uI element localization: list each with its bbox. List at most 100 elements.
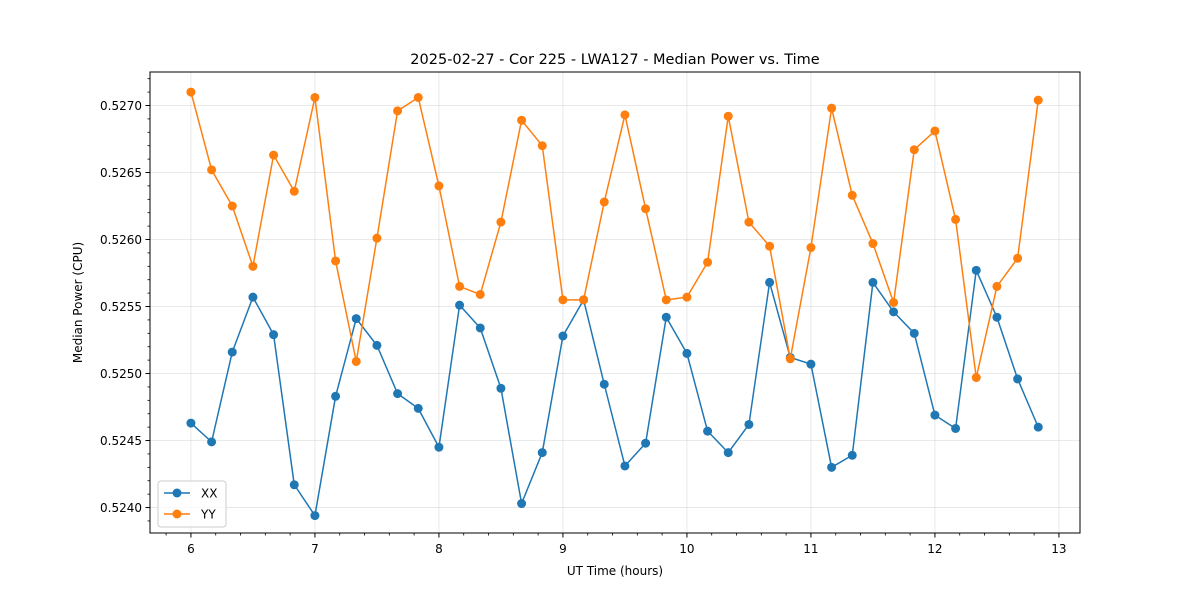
y-tick-label: 0.5240 [100, 501, 142, 515]
data-point-xx [310, 511, 320, 521]
data-point-xx [1013, 374, 1023, 384]
legend-marker-xx [172, 488, 182, 498]
x-tick-label: 10 [679, 542, 694, 556]
data-point-yy [579, 295, 589, 305]
data-point-xx [393, 389, 403, 399]
chart-title: 2025-02-27 - Cor 225 - LWA127 - Median P… [410, 52, 819, 68]
data-point-xx [558, 331, 568, 341]
data-point-xx [227, 347, 237, 357]
data-point-xx [413, 403, 423, 413]
legend-label-yy: YY [200, 508, 216, 522]
data-point-xx [331, 391, 341, 401]
data-point-xx [847, 450, 857, 460]
y-tick-label: 0.5270 [100, 99, 142, 113]
data-point-yy [951, 214, 961, 224]
data-point-yy [599, 197, 609, 207]
data-point-yy [496, 217, 506, 227]
data-point-xx [765, 277, 775, 287]
data-point-yy [765, 241, 775, 251]
data-point-xx [889, 307, 899, 317]
y-tick-label: 0.5250 [100, 367, 142, 381]
data-point-yy [248, 261, 258, 271]
data-point-xx [682, 348, 692, 358]
x-tick-label: 13 [1051, 542, 1066, 556]
data-point-xx [827, 462, 837, 472]
y-tick-label: 0.5245 [100, 434, 142, 448]
data-point-yy [785, 354, 795, 364]
plot-frame [149, 71, 1081, 534]
data-point-xx [620, 461, 630, 471]
x-tick-label: 12 [927, 542, 942, 556]
data-point-xx [1033, 422, 1043, 432]
y-tick-label: 0.5255 [100, 300, 142, 314]
data-point-yy [207, 165, 217, 175]
x-tick-label: 9 [559, 542, 567, 556]
data-point-yy [310, 92, 320, 102]
axes: 6 7 8 9 10 11 12 13 0.5240 0.5245 0.5250 0.5255 0.52… [100, 78, 1067, 556]
data-point-yy [393, 106, 403, 116]
data-point-yy [620, 110, 630, 120]
data-point-xx [909, 328, 919, 338]
data-point-yy [455, 281, 465, 291]
data-point-yy [641, 204, 651, 214]
data-point-xx [641, 438, 651, 448]
data-point-yy [868, 239, 878, 249]
data-point-yy [889, 298, 899, 307]
series-layer [186, 87, 1043, 521]
data-point-xx [289, 480, 299, 490]
legend-label-xx: XX [201, 487, 217, 501]
series-line-yy [190, 91, 1039, 379]
x-tick-label: 8 [435, 542, 443, 556]
data-point-yy [186, 87, 196, 97]
data-point-yy [537, 141, 547, 151]
data-point-xx [992, 312, 1002, 322]
data-point-xx [930, 410, 940, 420]
data-point-yy [1013, 253, 1023, 263]
data-point-xx [372, 340, 382, 350]
x-tick-label: 11 [803, 542, 818, 556]
data-point-yy [971, 373, 981, 383]
data-point-xx [475, 323, 485, 333]
data-point-xx [599, 379, 609, 389]
data-point-xx [269, 330, 279, 340]
data-point-xx [537, 448, 547, 458]
data-point-xx [248, 292, 258, 302]
data-point-yy [227, 201, 237, 211]
data-point-yy [289, 186, 299, 196]
data-point-xx [723, 448, 733, 458]
y-tick-label: 0.5265 [100, 166, 142, 180]
data-point-yy [703, 257, 713, 267]
data-point-xx [744, 419, 754, 429]
data-point-yy [806, 243, 816, 253]
legend-marker-yy [172, 509, 182, 519]
data-point-xx [455, 300, 465, 310]
x-axis-label: UT Time (hours) [567, 564, 663, 578]
data-point-yy [351, 356, 361, 366]
data-point-yy [372, 233, 382, 243]
data-point-yy [723, 111, 733, 121]
data-point-yy [682, 292, 692, 302]
data-point-xx [496, 383, 506, 393]
data-point-xx [806, 359, 816, 369]
data-point-yy [847, 190, 857, 200]
data-point-xx [351, 314, 361, 324]
data-point-xx [868, 277, 878, 287]
x-tick-label: 7 [311, 542, 319, 556]
data-point-yy [475, 289, 485, 299]
data-point-xx [434, 442, 444, 452]
data-point-yy [1033, 95, 1043, 105]
data-point-yy [413, 92, 423, 102]
data-point-yy [909, 145, 919, 155]
data-point-xx [186, 418, 196, 428]
data-point-yy [331, 256, 341, 266]
data-point-yy [661, 295, 671, 305]
data-point-xx [971, 265, 981, 275]
data-point-yy [434, 181, 444, 191]
series-line-xx [190, 269, 1039, 517]
data-point-yy [744, 217, 754, 227]
y-axis-label: Median Power (CPU) [71, 242, 85, 363]
data-point-yy [992, 281, 1002, 291]
data-point-yy [558, 295, 568, 305]
data-point-xx [207, 437, 217, 447]
